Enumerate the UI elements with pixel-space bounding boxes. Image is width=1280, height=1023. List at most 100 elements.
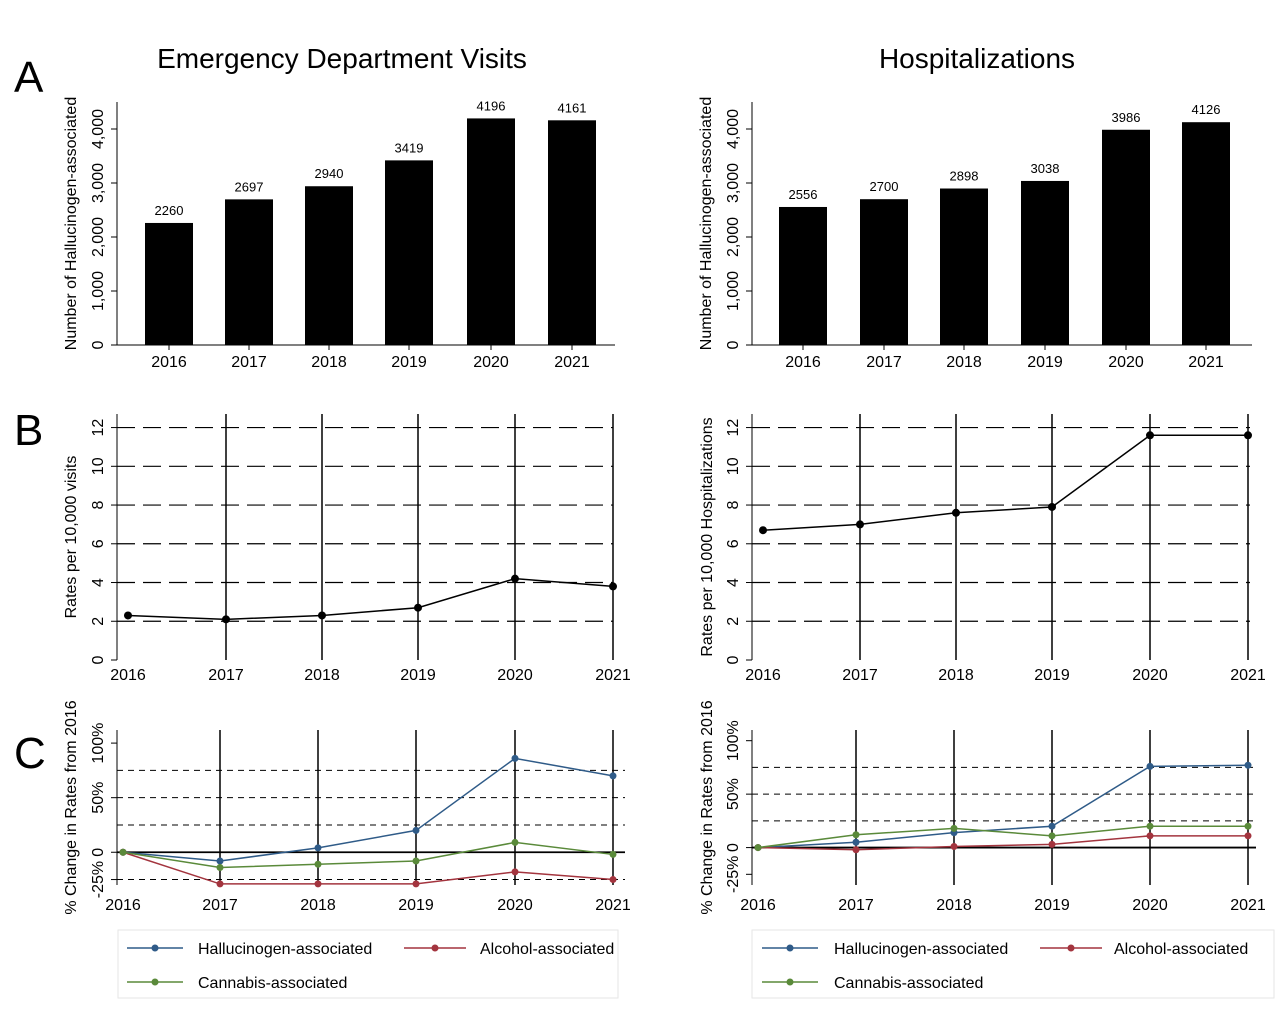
data-point-cannabis <box>609 850 617 858</box>
data-point-hallucinogen <box>609 772 617 780</box>
bar <box>385 160 433 345</box>
data-point <box>1146 431 1154 440</box>
data-label: 2898 <box>950 169 979 184</box>
data-point <box>952 508 960 517</box>
y-tick-label: 0 <box>725 340 742 349</box>
y-tick-label: 4 <box>90 578 107 587</box>
x-tick-label: 2020 <box>473 354 509 371</box>
data-point-hallucinogen <box>1048 822 1056 830</box>
y-tick-label: 1,000 <box>725 271 742 311</box>
y-tick-label: 4,000 <box>90 109 107 149</box>
legend-label-cannabis: Cannabis-associated <box>834 975 983 992</box>
data-label: 2940 <box>315 166 344 181</box>
y-tick-label: -25% <box>725 856 742 893</box>
legend-item-hallucinogen: Hallucinogen-associated <box>762 941 1008 958</box>
data-point-cannabis <box>1244 822 1252 830</box>
x-tick-label: 2021 <box>554 354 590 371</box>
data-point-alcohol <box>1244 832 1252 840</box>
y-tick-label: 0 <box>725 843 742 852</box>
x-tick-label: 2020 <box>497 897 533 914</box>
x-tick-label: 2021 <box>595 667 631 684</box>
y-tick-label: 6 <box>90 539 107 548</box>
x-tick-label: 2017 <box>842 667 878 684</box>
data-point-alcohol <box>216 880 224 888</box>
ed-visits-bar-chart: Emergency Department Visits 0 1,000 2,000 3,… <box>63 43 615 371</box>
legend-item-cannabis: Cannabis-associated <box>127 975 347 992</box>
bar <box>225 199 273 345</box>
x-tick-label: 2016 <box>740 897 776 914</box>
y-tick-label: 2,000 <box>90 217 107 257</box>
x-tick-label: 2018 <box>311 354 347 371</box>
legend-box <box>751 929 1275 999</box>
legend-marker-hallucinogen <box>151 944 159 952</box>
y-tick-label: 0 <box>90 655 107 664</box>
data-point-alcohol <box>1146 832 1154 840</box>
x-tick-label: 2016 <box>105 897 141 914</box>
data-point-cannabis <box>852 831 860 839</box>
y-axis-label: Rates per 10,000 visits <box>63 456 80 619</box>
data-point-alcohol <box>412 880 420 888</box>
data-label: 2697 <box>235 179 264 194</box>
y-axis-label: Number of Hallucinogen-associated <box>63 97 80 350</box>
x-tick-label: 2019 <box>1034 897 1070 914</box>
data-point-hallucinogen <box>314 844 322 852</box>
hospitalization-rates-line-chart: 0 2 4 6 8 10 12 Rates per 10,000 Hospitalizatio… <box>699 414 1266 684</box>
x-tick-label: 2020 <box>1132 667 1168 684</box>
bar <box>779 206 827 345</box>
y-tick-label: 100% <box>725 720 742 761</box>
x-tick-label: 2018 <box>946 354 982 371</box>
series-line-hallucinogen <box>122 757 614 862</box>
legend-marker-alcohol <box>1067 944 1075 952</box>
legend-item-alcohol: Alcohol-associated <box>404 941 614 958</box>
bar <box>1182 122 1230 345</box>
x-tick-label: 2017 <box>838 897 874 914</box>
data-point-alcohol <box>609 876 617 884</box>
y-tick-label: 4,000 <box>725 109 742 149</box>
x-tick-label: 2016 <box>745 667 781 684</box>
y-tick-label: 100% <box>90 723 107 764</box>
y-axis-label: Rates per 10,000 Hospitalizations <box>699 417 716 656</box>
bar <box>548 120 596 345</box>
data-point <box>856 520 864 529</box>
y-tick-label: 10 <box>90 457 107 475</box>
bar <box>145 222 193 345</box>
data-point <box>759 526 767 535</box>
data-point-hallucinogen <box>511 754 519 762</box>
data-label: 3419 <box>395 140 424 155</box>
x-tick-label: 2020 <box>1132 897 1168 914</box>
legend-box <box>117 929 619 999</box>
data-point <box>1244 431 1252 440</box>
legend-marker-alcohol <box>431 944 439 952</box>
legend-left: Hallucinogen-associated Alcohol-associat… <box>117 929 619 999</box>
data-point-alcohol <box>314 880 322 888</box>
data-point-cannabis <box>1048 832 1056 840</box>
bar <box>1021 180 1069 345</box>
x-tick-label: 2021 <box>1230 667 1266 684</box>
data-point-cannabis <box>511 838 519 846</box>
x-tick-label: 2021 <box>595 897 631 914</box>
legend-label-alcohol: Alcohol-associated <box>1114 941 1248 958</box>
x-tick-label: 2019 <box>1034 667 1070 684</box>
chart-title: Hospitalizations <box>879 43 1075 74</box>
x-tick-label: 2019 <box>398 897 434 914</box>
x-tick-label: 2019 <box>391 354 427 371</box>
y-tick-label: 2,000 <box>725 217 742 257</box>
data-label: 4126 <box>1192 102 1221 117</box>
y-tick-label: 0 <box>725 655 742 664</box>
data-label: 4161 <box>558 100 587 115</box>
x-tick-label: 2018 <box>300 897 336 914</box>
series-line <box>127 577 614 621</box>
data-point-alcohol <box>511 868 519 876</box>
data-label: 3038 <box>1031 161 1060 176</box>
data-point-cannabis <box>119 848 127 856</box>
x-tick-label: 2016 <box>785 354 821 371</box>
bar <box>860 199 908 345</box>
y-axis-label: % Change in Rates from 2016 <box>63 700 80 914</box>
data-point <box>124 611 132 620</box>
ed-rates-line-chart: 0 2 4 6 8 10 12 Rates per 10,000 visits 2016 2017… <box>63 414 631 684</box>
data-point-cannabis <box>1146 822 1154 830</box>
legend-marker-hallucinogen <box>786 944 794 952</box>
data-label: 2700 <box>870 179 899 194</box>
data-point-hallucinogen <box>1146 762 1154 770</box>
